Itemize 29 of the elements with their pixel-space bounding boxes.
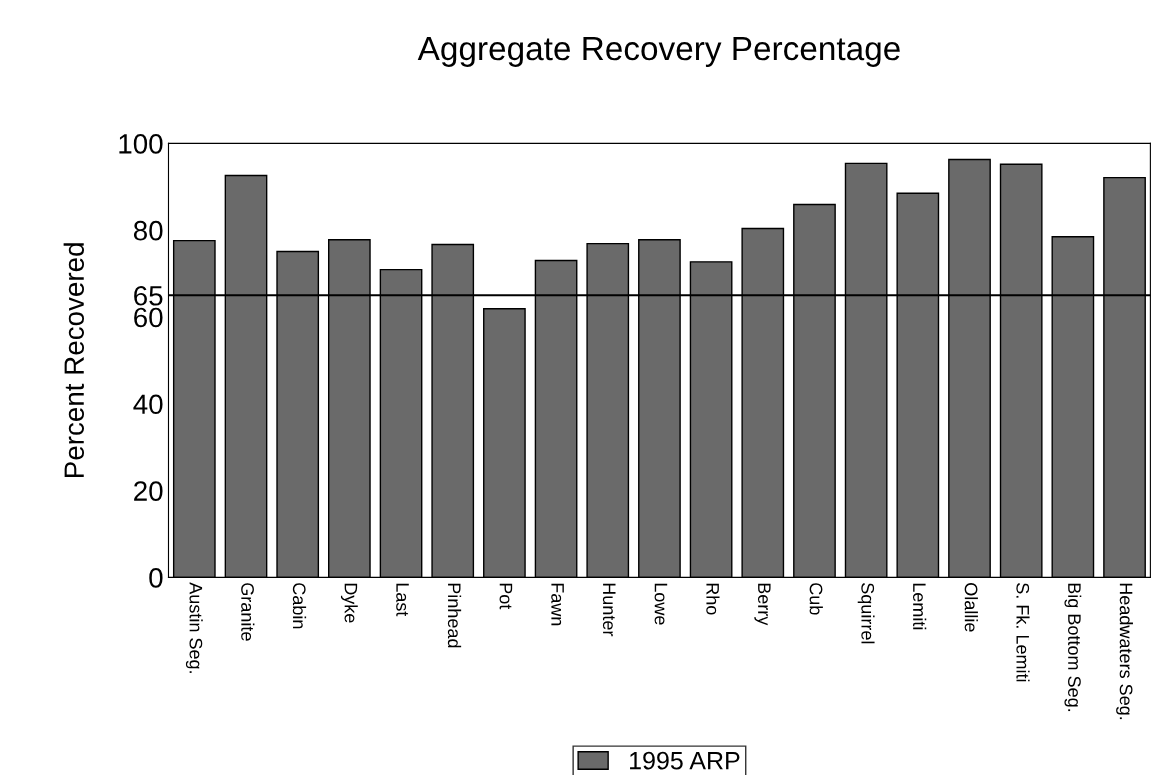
chart-title: Aggregate Recovery Percentage (417, 37, 900, 67)
legend-label: 1995 ARP (630, 751, 740, 770)
y-tick-label: 65 (134, 285, 163, 306)
x-tick-label: Cabin (292, 583, 307, 629)
x-tick-label: S. Fk. Lemiti (1016, 583, 1030, 682)
x-tick-label: Rho (706, 583, 720, 615)
y-tick-label: 0 (149, 568, 163, 588)
x-tick-label: Berry (754, 583, 771, 626)
x-tick-label: Granite (241, 583, 255, 641)
x-tick-label: Headwaters Seg. (1116, 583, 1133, 720)
x-tick-label: Last (396, 583, 409, 617)
x-tick-label: Cub (809, 583, 823, 615)
y-tick-label: 100 (119, 134, 163, 154)
y-tick-label: 20 (134, 481, 163, 501)
x-tick-label: Lemiti (912, 583, 927, 630)
y-tick-label: 60 (134, 307, 163, 328)
x-tick-label: Lowe (654, 583, 668, 625)
y-axis-title: Percent Recovered (63, 243, 85, 477)
y-tick-label: 80 (133, 220, 163, 241)
x-tick-label: Hunter (602, 583, 616, 637)
y-tick-label: 40 (133, 394, 163, 415)
x-tick-label: Fawn (551, 583, 564, 626)
x-tick-label: Olallie (964, 583, 978, 632)
x-tick-label: Big Bottom Seg. (1064, 583, 1082, 712)
x-tick-label: Dyke (340, 583, 358, 623)
x-tick-label: Austin Seg. (185, 582, 203, 673)
x-tick-label: Squirrel (857, 583, 875, 644)
x-tick-label: Pot (499, 583, 513, 610)
x-tick-label: Pinhead (447, 583, 462, 648)
